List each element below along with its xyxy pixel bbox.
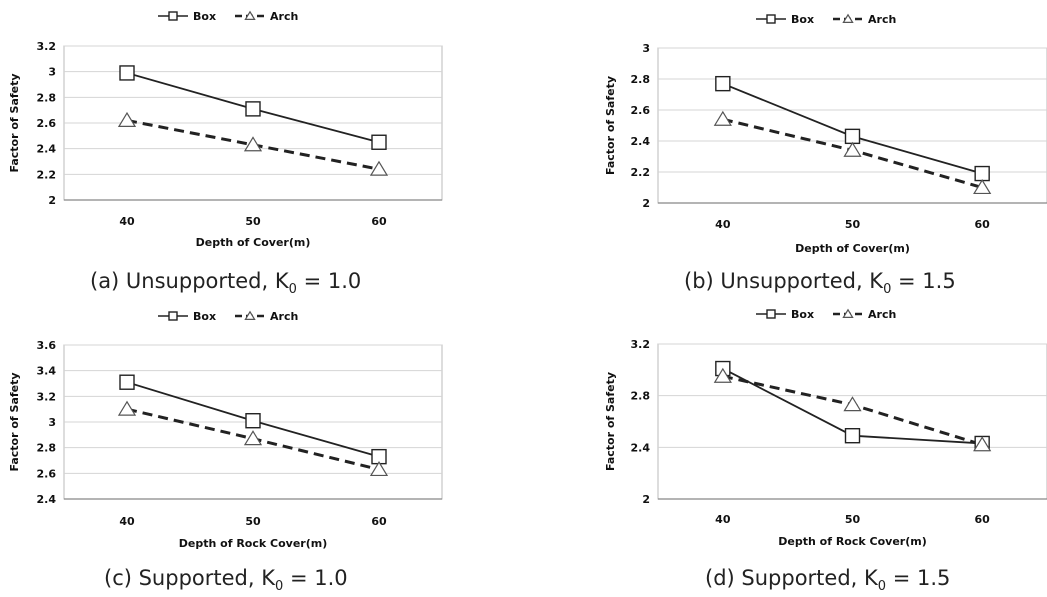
- chart-c-series-arch-point: [243, 430, 263, 446]
- chart-b-legend-arch-marker: [842, 13, 854, 23]
- chart-c-y-tick-label: 2.6: [37, 467, 57, 480]
- chart-a-y-tick-label: 2.4: [37, 143, 57, 156]
- chart-b-x-tick-label: 40: [715, 218, 731, 231]
- chart-a-x-axis-title: Depth of Cover(m): [196, 236, 311, 249]
- chart-c-legend-arch-label: Arch: [270, 310, 298, 323]
- chart-a-series-arch-point: [243, 136, 263, 152]
- caption-b-prefix: (b) Unsupported, K: [684, 269, 884, 293]
- chart-b-series-box-point: [715, 75, 731, 92]
- chart-c-x-axis-title: Depth of Rock Cover(m): [179, 537, 327, 550]
- chart-c-y-tick-label: 3.6: [37, 339, 57, 352]
- chart-c-y-tick-label: 2.8: [37, 442, 57, 455]
- chart-a-series-box-point: [119, 65, 135, 81]
- chart-d-series-arch-point: [713, 367, 732, 383]
- chart-b-x-axis-title: Depth of Cover(m): [795, 242, 910, 255]
- chart-c-y-tick-label: 3.4: [37, 365, 57, 378]
- chart-c-legend-box-label: Box: [193, 310, 216, 323]
- caption-b-sub: 0: [883, 282, 892, 298]
- chart-d-series-box-point: [844, 428, 861, 444]
- chart-c-y-axis-title: Factor of Safety: [8, 372, 21, 471]
- chart-d-x-tick-label: 40: [715, 513, 731, 526]
- chart-a-y-tick-label: 2: [48, 194, 56, 207]
- chart-d-x-axis-title: Depth of Rock Cover(m): [778, 535, 926, 548]
- chart-d-y-axis-title: Factor of Safety: [604, 372, 617, 471]
- chart-c-y-tick-label: 2.4: [37, 493, 57, 506]
- caption-d: (d) Supported, K0 = 1.5: [705, 566, 950, 594]
- chart-a-legend-box-marker: [168, 11, 178, 21]
- chart-c-x-tick-label: 50: [245, 515, 261, 528]
- chart-b-x-tick-label: 50: [845, 218, 861, 231]
- chart-a-y-tick-label: 2.8: [37, 91, 57, 104]
- caption-c: (c) Supported, K0 = 1.0: [104, 566, 348, 594]
- chart-d-series-arch-point: [843, 396, 862, 412]
- caption-d-sub: 0: [877, 579, 887, 595]
- chart-b-legend-arch-label: Arch: [868, 13, 896, 26]
- chart-c-x-tick-label: 60: [371, 515, 387, 528]
- chart-c-y-tick-label: 3: [48, 416, 56, 429]
- chart-b-y-tick-label: 2.4: [631, 135, 651, 148]
- chart-a-x-tick-label: 50: [245, 215, 261, 228]
- caption-a-suffix: = 1.0: [296, 269, 362, 293]
- chart-d-legend-box-marker: [766, 309, 776, 319]
- chart-d-legend-arch-marker: [842, 308, 854, 318]
- chart-b-y-tick-label: 2.6: [631, 104, 651, 117]
- caption-a: (a) Unsupported, K0 = 1.0: [90, 269, 361, 297]
- caption-d-suffix: = 1.5: [886, 566, 951, 590]
- chart-b-series-arch-point: [973, 178, 992, 195]
- caption-a-prefix: (a) Unsupported, K: [90, 269, 289, 293]
- chart-b-legend-box-label: Box: [791, 13, 814, 26]
- chart-d-legend-box-label: Box: [791, 308, 814, 321]
- chart-b-y-tick-label: 2.8: [631, 73, 651, 86]
- chart-d-x-tick-label: 50: [845, 513, 861, 526]
- chart-a-series-arch-point: [117, 111, 137, 127]
- chart-b-y-tick-label: 3: [642, 42, 650, 55]
- chart-a-y-axis-title: Factor of Safety: [8, 73, 21, 172]
- chart-a-y-tick-label: 3: [48, 66, 56, 79]
- chart-d-y-tick-label: 2: [642, 493, 650, 506]
- caption-a-sub: 0: [288, 282, 297, 298]
- chart-b-legend-box-marker: [766, 14, 776, 24]
- chart-a-series-arch-point: [369, 160, 389, 176]
- chart-a-x-tick-label: 40: [119, 215, 135, 228]
- chart-a-y-tick-label: 2.6: [37, 117, 57, 130]
- chart-d-legend-arch-label: Arch: [868, 308, 896, 321]
- chart-c-series-arch-point: [369, 460, 389, 477]
- chart-a-series-box-point: [371, 134, 387, 150]
- chart-c-legend-arch-marker: [244, 310, 256, 320]
- chart-a-legend-arch-label: Arch: [270, 10, 298, 23]
- chart-c-legend-box-marker: [168, 311, 178, 321]
- chart-a-legend-box-label: Box: [193, 10, 216, 23]
- chart-d-x-tick-label: 60: [975, 513, 991, 526]
- chart-d-y-tick-label: 2.8: [631, 390, 651, 403]
- chart-d-y-tick-label: 3.2: [631, 338, 651, 351]
- caption-c-sub: 0: [275, 579, 284, 595]
- chart-d-y-tick-label: 2.4: [631, 441, 651, 454]
- chart-c-series-box-point: [245, 413, 261, 429]
- chart-c-series-box-point: [119, 374, 135, 390]
- chart-a-y-tick-label: 3.2: [37, 40, 57, 53]
- chart-b-series-arch-point: [713, 110, 732, 126]
- chart-b-y-axis-title: Factor of Safety: [604, 76, 617, 175]
- chart-b-x-tick-label: 60: [975, 218, 991, 231]
- caption-c-prefix: (c) Supported, K: [104, 566, 275, 590]
- caption-d-prefix: (d) Supported, K: [705, 566, 878, 590]
- chart-d-series-arch-point: [973, 436, 992, 452]
- caption-b: (b) Unsupported, K0 = 1.5: [684, 269, 956, 297]
- chart-c-series-arch-point: [117, 400, 137, 416]
- chart-b-y-tick-label: 2: [642, 197, 650, 210]
- caption-c-suffix: = 1.0: [283, 566, 348, 590]
- caption-b-suffix: = 1.5: [891, 269, 956, 293]
- chart-a-y-tick-label: 2.2: [37, 168, 57, 181]
- chart-c-y-tick-label: 3.2: [37, 390, 57, 403]
- chart-c-x-tick-label: 40: [119, 515, 135, 528]
- chart-b-series-arch-point: [843, 141, 862, 157]
- chart-a-series-box-point: [245, 101, 261, 117]
- chart-a-x-tick-label: 60: [371, 215, 387, 228]
- chart-a-legend-arch-marker: [244, 10, 256, 20]
- chart-b-y-tick-label: 2.2: [631, 166, 651, 179]
